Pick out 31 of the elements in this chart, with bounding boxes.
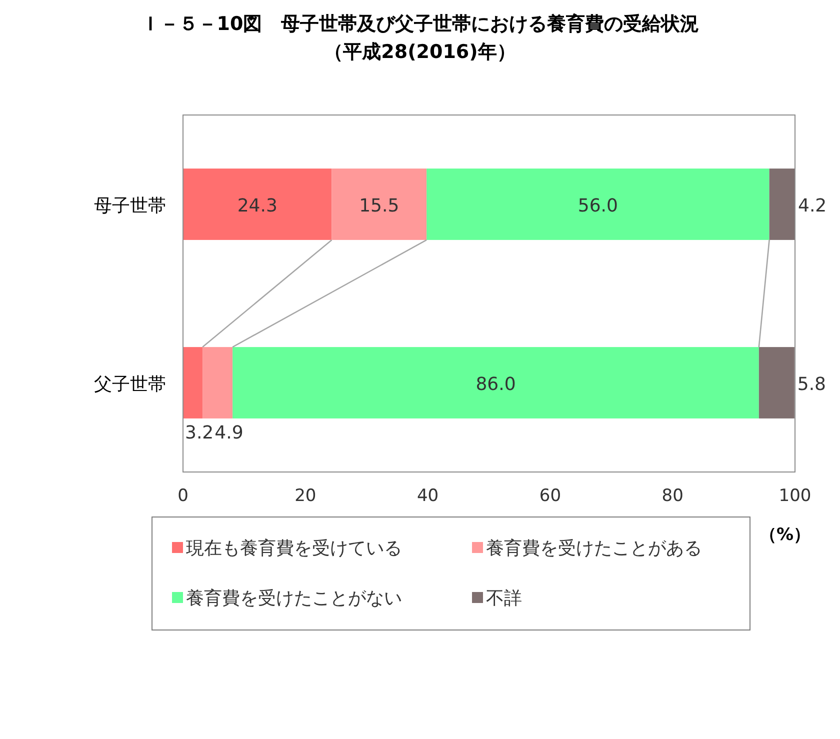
bar	[232, 347, 759, 418]
chart-title: Ｉ－５－10図 母子世帯及び父子世帯における養育費の受給状況	[140, 13, 700, 35]
x-tick-label: 20	[294, 486, 316, 506]
x-tick-label: 100	[778, 486, 812, 506]
data-label: 5.8	[797, 374, 826, 395]
y-tick-label: 父子世帯	[94, 374, 166, 395]
x-tick-label: 0	[178, 486, 188, 506]
bar	[769, 168, 795, 240]
bar	[758, 347, 794, 418]
legend-label: 養育費を受けたことがある	[486, 538, 702, 559]
data-label: 24.3	[237, 195, 278, 216]
bar	[426, 168, 770, 240]
data-label: 15.5	[359, 195, 400, 216]
bar	[202, 347, 233, 418]
x-tick-label: 40	[416, 486, 439, 506]
bar	[332, 168, 427, 240]
legend-label: 現在も養育費を受けている	[186, 538, 402, 559]
x-tick-label: 60	[539, 486, 562, 506]
data-label: 4.9	[214, 422, 244, 444]
data-label: 56.0	[578, 195, 618, 216]
chart-subtitle: （平成28(2016)年）	[324, 41, 516, 63]
y-tick-label: 母子世帯	[94, 195, 166, 216]
data-label: 4.2	[798, 195, 827, 216]
x-tick-label: 80	[662, 486, 684, 506]
bar	[183, 347, 203, 418]
legend-label: 養育費を受けたことがない	[186, 588, 402, 609]
legend-label: 不詳	[486, 588, 522, 609]
data-label: 86.0	[476, 374, 516, 395]
bar	[183, 168, 332, 240]
x-axis-title: （%）	[759, 525, 811, 545]
data-label: 3.2	[185, 422, 214, 444]
